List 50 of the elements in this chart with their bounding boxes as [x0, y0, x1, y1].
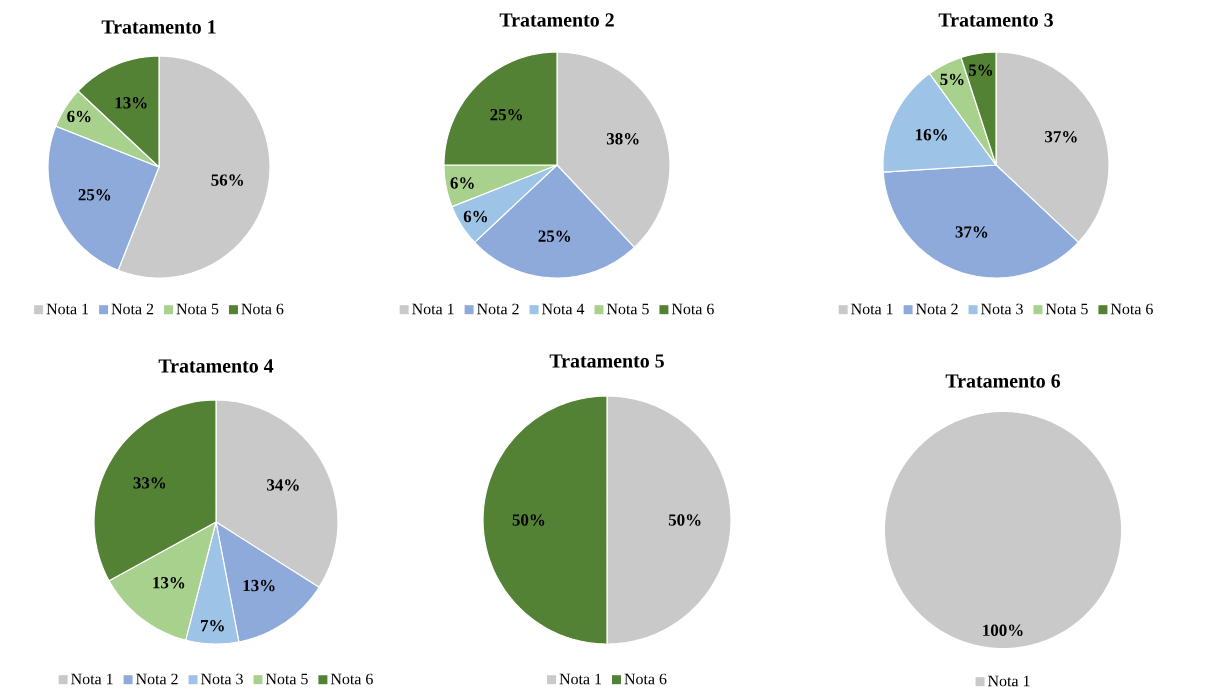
- legend-label: Nota 5: [176, 303, 219, 315]
- legend-label: Nota 6: [624, 673, 667, 685]
- legend-label: Nota 2: [111, 303, 154, 315]
- data-label: 37%: [955, 226, 988, 238]
- legend-label: Nota 1: [71, 673, 113, 685]
- legend-label: Nota 1: [46, 303, 89, 315]
- data-label: 38%: [606, 133, 639, 145]
- legend-label: Nota 5: [1045, 303, 1088, 315]
- data-label: 34%: [267, 479, 299, 491]
- data-label: 16%: [916, 128, 947, 141]
- legend-label: Nota 4: [541, 303, 585, 315]
- legend-label: Nota 1: [988, 675, 1030, 687]
- legend-label: Nota 3: [980, 303, 1023, 315]
- data-label: 33%: [133, 477, 166, 489]
- data-label: 7%: [201, 619, 224, 632]
- legend-label: Nota 2: [136, 673, 178, 685]
- legend-label: Nota 6: [330, 673, 373, 685]
- data-label: 5%: [968, 64, 993, 76]
- legend-label: Nota 2: [916, 303, 958, 315]
- data-label: 100%: [983, 624, 1023, 637]
- legend-label: Nota 1: [559, 673, 602, 685]
- data-label: 25%: [538, 230, 571, 242]
- data-label: 50%: [668, 514, 701, 526]
- data-label: 25%: [78, 189, 111, 201]
- chart-title: Tratamento 2: [499, 13, 614, 27]
- chart-title: Tratamento 1: [101, 20, 216, 34]
- data-label: 5%: [940, 73, 964, 86]
- chart-title: Tratamento 6: [945, 374, 1061, 388]
- data-label: 6%: [463, 210, 488, 223]
- legend-label: Nota 1: [412, 303, 454, 315]
- chart-title: Tratamento 4: [158, 359, 274, 373]
- legend-label: Nota 5: [265, 673, 308, 685]
- data-label: 6%: [450, 177, 474, 189]
- data-label: 13%: [115, 97, 147, 109]
- legend-label: Nota 2: [477, 303, 519, 315]
- legend-label: Nota 3: [200, 673, 243, 685]
- chart-title: Tratamento 5: [549, 354, 664, 368]
- data-label: 13%: [243, 579, 275, 592]
- data-label: 50%: [512, 514, 545, 526]
- legend-label: Nota 6: [1110, 303, 1153, 315]
- legend-label: Nota 1: [851, 303, 893, 315]
- data-label: 6%: [67, 110, 91, 123]
- legend-label: Nota 5: [606, 303, 649, 315]
- data-label: 56%: [211, 174, 244, 186]
- legend-label: Nota 6: [241, 303, 284, 315]
- data-label: 37%: [1045, 130, 1077, 143]
- data-label: 13%: [153, 576, 185, 589]
- chart-title: Tratamento 3: [938, 13, 1053, 27]
- data-label: 25%: [490, 108, 523, 121]
- legend-label: Nota 6: [671, 303, 714, 315]
